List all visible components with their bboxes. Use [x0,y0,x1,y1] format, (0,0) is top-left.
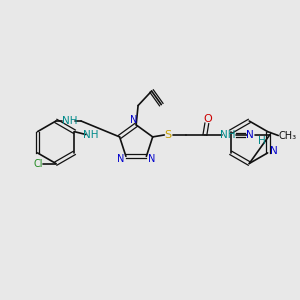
Text: Cl: Cl [34,158,43,169]
Text: S: S [165,130,172,140]
Text: O: O [203,115,212,124]
Text: H: H [258,136,266,146]
Text: CH₃: CH₃ [279,130,297,140]
Text: NH: NH [62,116,77,126]
Text: N: N [148,154,155,164]
Text: N: N [117,154,125,164]
Text: N: N [270,146,277,156]
Text: N: N [246,130,254,140]
Text: NH: NH [220,130,236,140]
Text: NH: NH [83,130,98,140]
Text: N: N [130,115,137,125]
